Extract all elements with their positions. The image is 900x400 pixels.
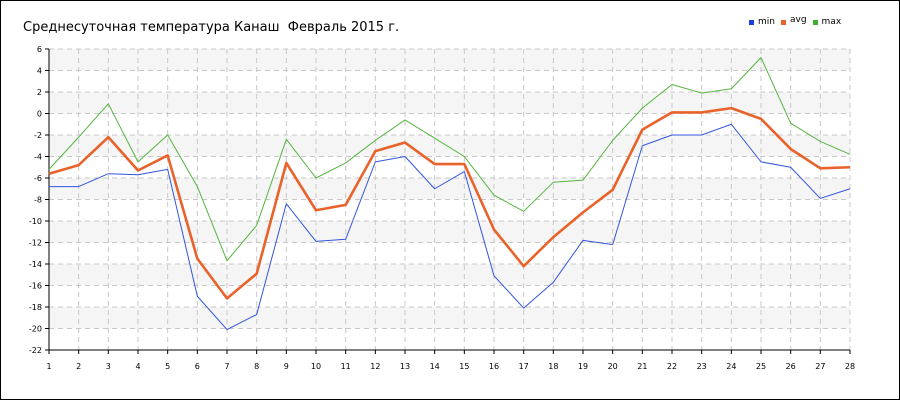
- x-tick-label: 7: [224, 362, 229, 371]
- x-tick-label: 25: [756, 362, 766, 371]
- grid-band: [49, 92, 850, 114]
- legend-label-max: max: [821, 17, 842, 27]
- x-tick-label: 4: [135, 362, 140, 371]
- grid-band: [49, 135, 850, 157]
- x-tick-label: 9: [284, 362, 289, 371]
- grid-band: [49, 307, 850, 329]
- x-tick-label: 10: [311, 362, 321, 371]
- y-tick-label: -12: [29, 239, 42, 248]
- legend-label-min: min: [758, 17, 775, 27]
- x-tick-label: 16: [489, 362, 499, 371]
- y-tick-label: -18: [29, 303, 42, 312]
- y-tick-label: -8: [34, 196, 42, 205]
- legend-item-min: min: [749, 17, 775, 27]
- y-tick-label: 0: [37, 110, 42, 119]
- y-tick-label: -4: [34, 153, 42, 162]
- x-tick-label: 12: [370, 362, 380, 371]
- x-tick-label: 6: [195, 362, 200, 371]
- y-tick-label: 6: [37, 45, 42, 54]
- legend: min avg max: [749, 15, 847, 27]
- legend-label-avg: avg: [789, 15, 807, 25]
- x-tick-label: 15: [459, 362, 469, 371]
- legend-item-max: max: [812, 17, 842, 27]
- series-line-min: [49, 123, 851, 331]
- legend-swatch-avg: [780, 19, 786, 25]
- y-tick-label: -16: [29, 282, 42, 291]
- x-tick-label: 28: [845, 362, 855, 371]
- y-tick-label: -6: [34, 174, 42, 183]
- grid-band: [49, 221, 850, 243]
- legend-swatch-min: [749, 19, 754, 25]
- grid-band: [49, 264, 850, 286]
- series-line-avg: [48, 106, 851, 300]
- x-tick-label: 27: [815, 362, 825, 371]
- series-line-max: [48, 57, 851, 262]
- x-tick-label: 14: [430, 362, 440, 371]
- y-tick-label: -10: [29, 217, 42, 226]
- x-tick-label: 13: [400, 362, 410, 371]
- x-tick-label: 8: [254, 362, 259, 371]
- legend-swatch-max: [812, 19, 818, 25]
- chart-title: Среднесуточная температура Канаш Февраль…: [23, 20, 400, 35]
- x-tick-label: 26: [786, 362, 796, 371]
- grid-band: [49, 49, 850, 71]
- y-tick-label: -22: [29, 346, 42, 355]
- x-tick-label: 22: [667, 362, 677, 371]
- grid-band: [49, 178, 850, 200]
- x-tick-label: 20: [608, 362, 618, 371]
- x-tick-label: 3: [106, 362, 111, 371]
- x-tick-label: 1: [46, 362, 51, 371]
- y-tick-label: 4: [37, 67, 42, 76]
- x-tick-label: 11: [341, 362, 351, 371]
- y-tick-label: -14: [29, 260, 42, 269]
- y-tick-label: -20: [29, 325, 42, 334]
- y-tick-label: -2: [34, 131, 42, 140]
- x-tick-label: 21: [637, 362, 647, 371]
- x-tick-label: 17: [519, 362, 529, 371]
- x-tick-label: 18: [548, 362, 558, 371]
- legend-item-avg: avg: [780, 15, 807, 27]
- x-tick-label: 24: [726, 362, 736, 371]
- y-tick-label: 2: [37, 88, 42, 97]
- x-tick-label: 2: [76, 362, 81, 371]
- x-tick-label: 19: [578, 362, 588, 371]
- x-tick-label: 5: [165, 362, 170, 371]
- x-tick-label: 23: [697, 362, 707, 371]
